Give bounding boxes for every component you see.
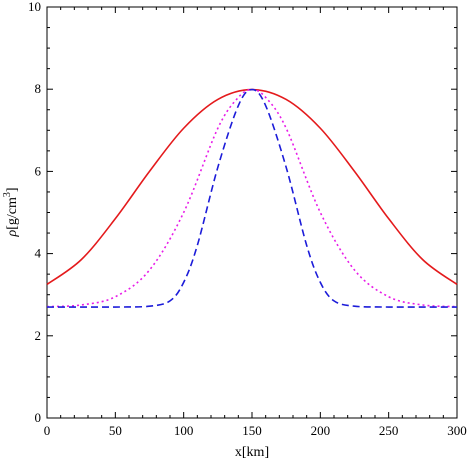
y-axis-label: ρ[g/cm3] [2, 187, 20, 237]
series-line-1-solid [46, 88, 458, 286]
x-axis-label: x[km] [235, 445, 269, 460]
y-tick-label: 4 [35, 246, 42, 261]
x-tick-label: 250 [379, 423, 399, 438]
y-tick-label: 8 [35, 81, 42, 96]
y-tick-label: 6 [35, 163, 42, 178]
y-axis-unit-sup: 3 [2, 192, 13, 197]
x-tick-label: 0 [44, 423, 51, 438]
tick-labels: 0 50 100 150 200 250 300 0 2 4 6 8 10 [28, 0, 467, 438]
x-tick-label: 50 [109, 423, 122, 438]
series-line-3-dashed [47, 88, 457, 308]
y-axis-unit: [g/cm [5, 197, 20, 230]
y-tick-label: 0 [35, 410, 42, 425]
plot-frame [46, 6, 458, 419]
x-tick-label: 150 [242, 423, 262, 438]
y-axis-unit-close: ] [5, 187, 20, 192]
series-lines [46, 88, 458, 308]
x-tick-label: 100 [174, 423, 194, 438]
y-axis-rho: ρ [5, 230, 20, 238]
axis-ticks [46, 6, 458, 419]
y-tick-label: 10 [28, 0, 41, 14]
y-tick-label: 2 [35, 328, 42, 343]
series-line-2-dotted [46, 88, 458, 308]
x-tick-label: 300 [447, 423, 467, 438]
x-tick-label: 200 [311, 423, 331, 438]
